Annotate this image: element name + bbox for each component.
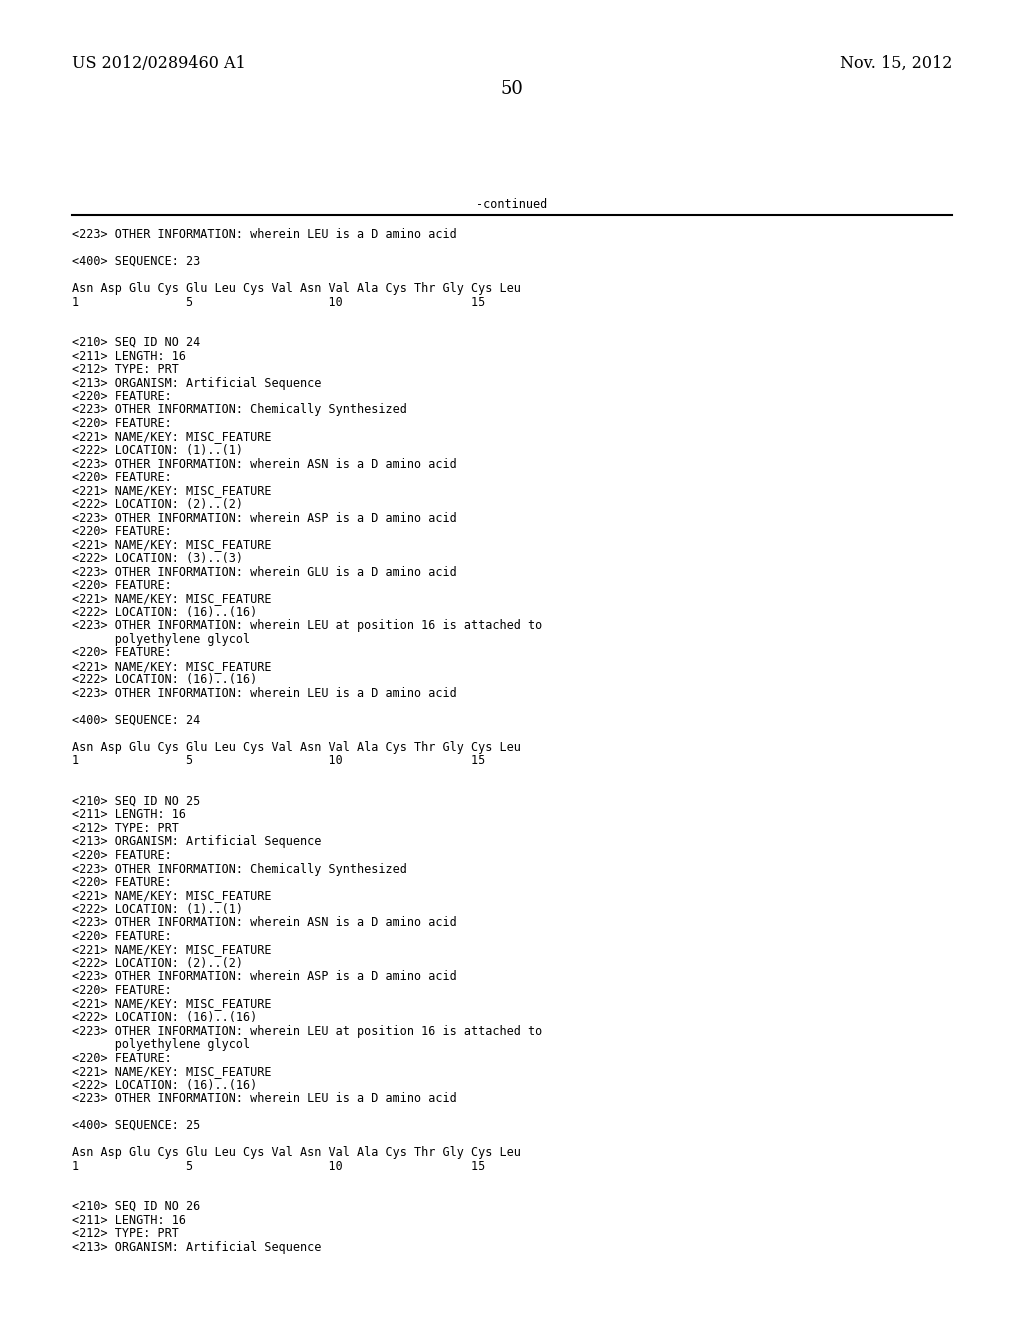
Text: 1               5                   10                  15: 1 5 10 15: [72, 1159, 485, 1172]
Text: <210> SEQ ID NO 26: <210> SEQ ID NO 26: [72, 1200, 201, 1213]
Text: <220> FEATURE:: <220> FEATURE:: [72, 1052, 172, 1064]
Text: <221> NAME/KEY: MISC_FEATURE: <221> NAME/KEY: MISC_FEATURE: [72, 593, 271, 606]
Text: <220> FEATURE:: <220> FEATURE:: [72, 931, 172, 942]
Text: <221> NAME/KEY: MISC_FEATURE: <221> NAME/KEY: MISC_FEATURE: [72, 484, 271, 498]
Text: <223> OTHER INFORMATION: wherein LEU is a D amino acid: <223> OTHER INFORMATION: wherein LEU is …: [72, 228, 457, 242]
Text: <223> OTHER INFORMATION: wherein LEU at position 16 is attached to: <223> OTHER INFORMATION: wherein LEU at …: [72, 619, 543, 632]
Text: Asn Asp Glu Cys Glu Leu Cys Val Asn Val Ala Cys Thr Gly Cys Leu: Asn Asp Glu Cys Glu Leu Cys Val Asn Val …: [72, 282, 521, 294]
Text: <220> FEATURE:: <220> FEATURE:: [72, 849, 172, 862]
Text: <222> LOCATION: (16)..(16): <222> LOCATION: (16)..(16): [72, 1011, 257, 1024]
Text: <220> FEATURE:: <220> FEATURE:: [72, 389, 172, 403]
Text: <223> OTHER INFORMATION: wherein ASN is a D amino acid: <223> OTHER INFORMATION: wherein ASN is …: [72, 916, 457, 929]
Text: <212> TYPE: PRT: <212> TYPE: PRT: [72, 1228, 179, 1239]
Text: <223> OTHER INFORMATION: wherein ASN is a D amino acid: <223> OTHER INFORMATION: wherein ASN is …: [72, 458, 457, 470]
Text: 50: 50: [501, 81, 523, 98]
Text: polyethylene glycol: polyethylene glycol: [72, 1038, 250, 1051]
Text: Asn Asp Glu Cys Glu Leu Cys Val Asn Val Ala Cys Thr Gly Cys Leu: Asn Asp Glu Cys Glu Leu Cys Val Asn Val …: [72, 741, 521, 754]
Text: -continued: -continued: [476, 198, 548, 211]
Text: <400> SEQUENCE: 23: <400> SEQUENCE: 23: [72, 255, 201, 268]
Text: <221> NAME/KEY: MISC_FEATURE: <221> NAME/KEY: MISC_FEATURE: [72, 430, 271, 444]
Text: Nov. 15, 2012: Nov. 15, 2012: [840, 55, 952, 73]
Text: Asn Asp Glu Cys Glu Leu Cys Val Asn Val Ala Cys Thr Gly Cys Leu: Asn Asp Glu Cys Glu Leu Cys Val Asn Val …: [72, 1146, 521, 1159]
Text: <220> FEATURE:: <220> FEATURE:: [72, 876, 172, 888]
Text: <210> SEQ ID NO 25: <210> SEQ ID NO 25: [72, 795, 201, 808]
Text: 1               5                   10                  15: 1 5 10 15: [72, 755, 485, 767]
Text: <223> OTHER INFORMATION: Chemically Synthesized: <223> OTHER INFORMATION: Chemically Synt…: [72, 404, 407, 417]
Text: <220> FEATURE:: <220> FEATURE:: [72, 471, 172, 484]
Text: <223> OTHER INFORMATION: wherein ASP is a D amino acid: <223> OTHER INFORMATION: wherein ASP is …: [72, 970, 457, 983]
Text: <222> LOCATION: (2)..(2): <222> LOCATION: (2)..(2): [72, 957, 243, 970]
Text: polyethylene glycol: polyethylene glycol: [72, 634, 250, 645]
Text: <211> LENGTH: 16: <211> LENGTH: 16: [72, 1213, 186, 1226]
Text: <221> NAME/KEY: MISC_FEATURE: <221> NAME/KEY: MISC_FEATURE: [72, 944, 271, 957]
Text: <212> TYPE: PRT: <212> TYPE: PRT: [72, 363, 179, 376]
Text: <222> LOCATION: (16)..(16): <222> LOCATION: (16)..(16): [72, 1078, 257, 1092]
Text: <221> NAME/KEY: MISC_FEATURE: <221> NAME/KEY: MISC_FEATURE: [72, 890, 271, 903]
Text: <223> OTHER INFORMATION: wherein LEU is a D amino acid: <223> OTHER INFORMATION: wherein LEU is …: [72, 686, 457, 700]
Text: <221> NAME/KEY: MISC_FEATURE: <221> NAME/KEY: MISC_FEATURE: [72, 660, 271, 673]
Text: US 2012/0289460 A1: US 2012/0289460 A1: [72, 55, 246, 73]
Text: <213> ORGANISM: Artificial Sequence: <213> ORGANISM: Artificial Sequence: [72, 376, 322, 389]
Text: <220> FEATURE:: <220> FEATURE:: [72, 579, 172, 591]
Text: <222> LOCATION: (3)..(3): <222> LOCATION: (3)..(3): [72, 552, 243, 565]
Text: <211> LENGTH: 16: <211> LENGTH: 16: [72, 350, 186, 363]
Text: <213> ORGANISM: Artificial Sequence: <213> ORGANISM: Artificial Sequence: [72, 1241, 322, 1254]
Text: <221> NAME/KEY: MISC_FEATURE: <221> NAME/KEY: MISC_FEATURE: [72, 539, 271, 552]
Text: <220> FEATURE:: <220> FEATURE:: [72, 983, 172, 997]
Text: <220> FEATURE:: <220> FEATURE:: [72, 417, 172, 430]
Text: <223> OTHER INFORMATION: wherein GLU is a D amino acid: <223> OTHER INFORMATION: wherein GLU is …: [72, 565, 457, 578]
Text: <213> ORGANISM: Artificial Sequence: <213> ORGANISM: Artificial Sequence: [72, 836, 322, 849]
Text: 1               5                   10                  15: 1 5 10 15: [72, 296, 485, 309]
Text: <223> OTHER INFORMATION: wherein ASP is a D amino acid: <223> OTHER INFORMATION: wherein ASP is …: [72, 511, 457, 524]
Text: <210> SEQ ID NO 24: <210> SEQ ID NO 24: [72, 337, 201, 348]
Text: <222> LOCATION: (16)..(16): <222> LOCATION: (16)..(16): [72, 673, 257, 686]
Text: <221> NAME/KEY: MISC_FEATURE: <221> NAME/KEY: MISC_FEATURE: [72, 1065, 271, 1078]
Text: <222> LOCATION: (16)..(16): <222> LOCATION: (16)..(16): [72, 606, 257, 619]
Text: <400> SEQUENCE: 24: <400> SEQUENCE: 24: [72, 714, 201, 727]
Text: <212> TYPE: PRT: <212> TYPE: PRT: [72, 822, 179, 836]
Text: <223> OTHER INFORMATION: Chemically Synthesized: <223> OTHER INFORMATION: Chemically Synt…: [72, 862, 407, 875]
Text: <223> OTHER INFORMATION: wherein LEU is a D amino acid: <223> OTHER INFORMATION: wherein LEU is …: [72, 1092, 457, 1105]
Text: <223> OTHER INFORMATION: wherein LEU at position 16 is attached to: <223> OTHER INFORMATION: wherein LEU at …: [72, 1024, 543, 1038]
Text: <211> LENGTH: 16: <211> LENGTH: 16: [72, 808, 186, 821]
Text: <222> LOCATION: (2)..(2): <222> LOCATION: (2)..(2): [72, 498, 243, 511]
Text: <221> NAME/KEY: MISC_FEATURE: <221> NAME/KEY: MISC_FEATURE: [72, 998, 271, 1011]
Text: <400> SEQUENCE: 25: <400> SEQUENCE: 25: [72, 1119, 201, 1133]
Text: <222> LOCATION: (1)..(1): <222> LOCATION: (1)..(1): [72, 903, 243, 916]
Text: <220> FEATURE:: <220> FEATURE:: [72, 525, 172, 539]
Text: <222> LOCATION: (1)..(1): <222> LOCATION: (1)..(1): [72, 444, 243, 457]
Text: <220> FEATURE:: <220> FEATURE:: [72, 647, 172, 660]
